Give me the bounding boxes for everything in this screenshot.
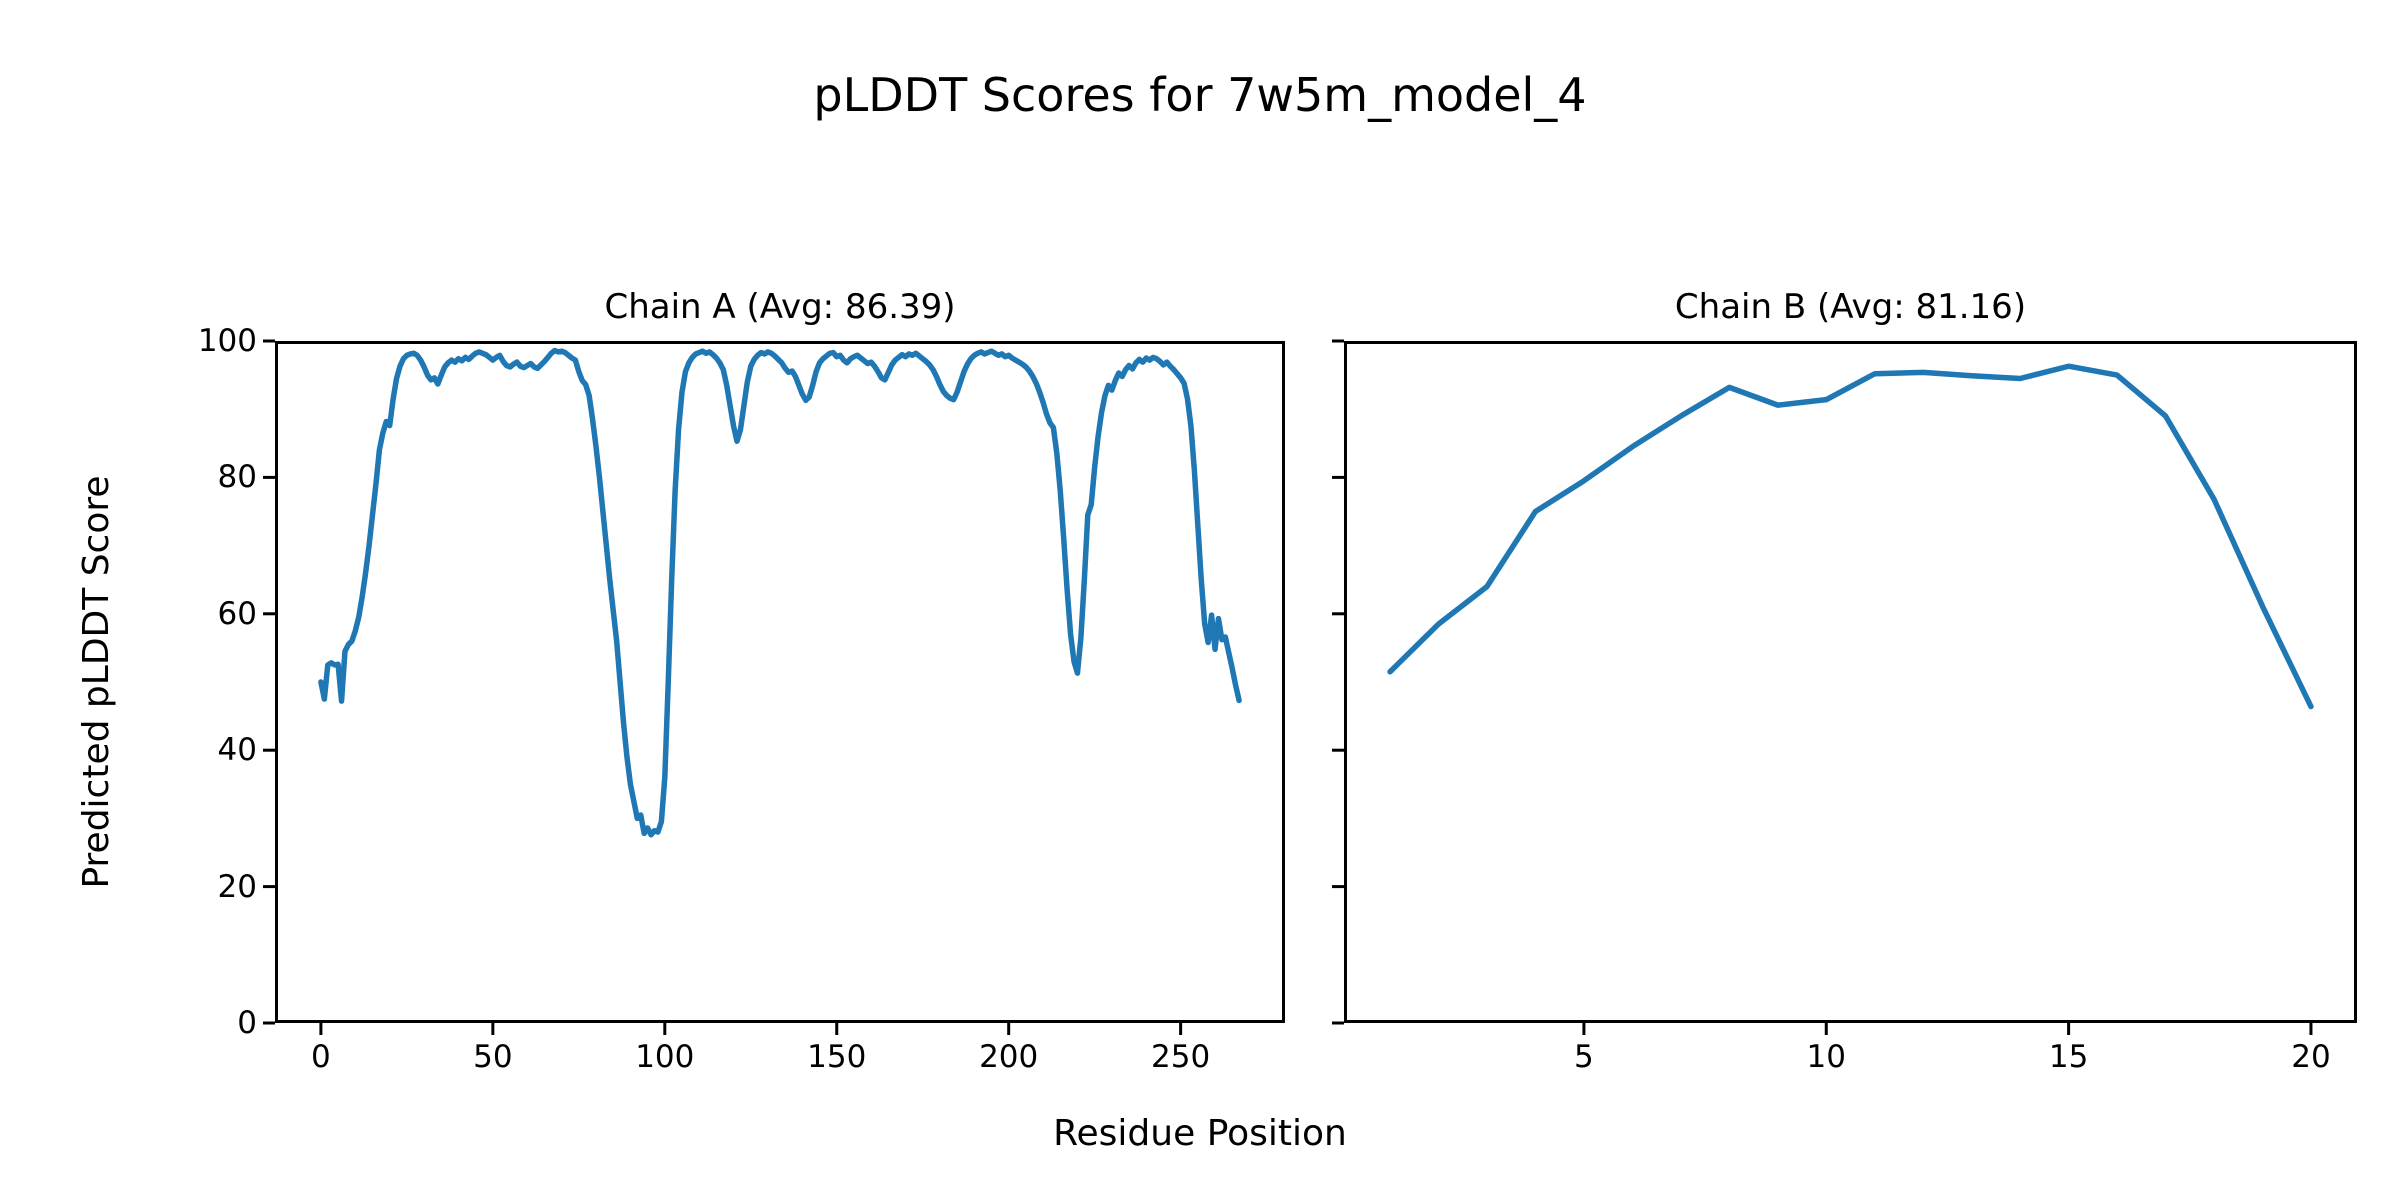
x-tick-label: 20 <box>2291 1039 2331 1075</box>
y-tick-label: 60 <box>217 595 257 632</box>
y-tick-label: 0 <box>237 1005 257 1041</box>
x-axis-label: Residue Position <box>1053 1113 1347 1154</box>
y-tick-label: 20 <box>217 868 257 905</box>
x-tick-label: 250 <box>1151 1039 1211 1075</box>
x-tick-label: 200 <box>979 1039 1039 1075</box>
y-tick-label: 100 <box>197 323 257 359</box>
chain-b-title: Chain B (Avg: 81.16) <box>1674 287 2027 327</box>
plddt-line <box>1387 363 2314 710</box>
chain-a-plot: 0 50 100 150 200 250 0 20 40 60 80 100 <box>198 323 1285 1075</box>
y-tick-label: 80 <box>217 459 257 496</box>
axes-spines <box>275 341 1285 1023</box>
plot-canvas <box>263 339 1285 1035</box>
figure-title: pLDDT Scores for 7w5m_model_4 <box>813 68 1587 122</box>
y-axis-label: Predicted pLDDT Score <box>76 475 117 889</box>
y-tick-label: 40 <box>217 732 257 769</box>
x-tick-label: 150 <box>807 1039 867 1075</box>
axes-spines <box>1344 341 2357 1023</box>
plddt-line <box>318 347 1242 838</box>
chain-b-plot: 5 10 15 20 <box>1332 339 2357 1075</box>
chain-a-title: Chain A (Avg: 86.39) <box>604 287 956 327</box>
x-tick-label: 10 <box>1806 1039 1846 1075</box>
x-tick-label: 50 <box>473 1039 513 1075</box>
x-tick-label: 15 <box>2048 1039 2089 1075</box>
x-tick-label: 0 <box>311 1039 331 1075</box>
x-tick-label: 5 <box>1574 1039 1594 1075</box>
plot-canvas <box>1332 339 2357 1035</box>
x-tick-label: 100 <box>635 1039 695 1075</box>
